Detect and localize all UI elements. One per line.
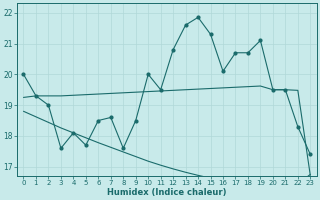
X-axis label: Humidex (Indice chaleur): Humidex (Indice chaleur) xyxy=(107,188,227,197)
